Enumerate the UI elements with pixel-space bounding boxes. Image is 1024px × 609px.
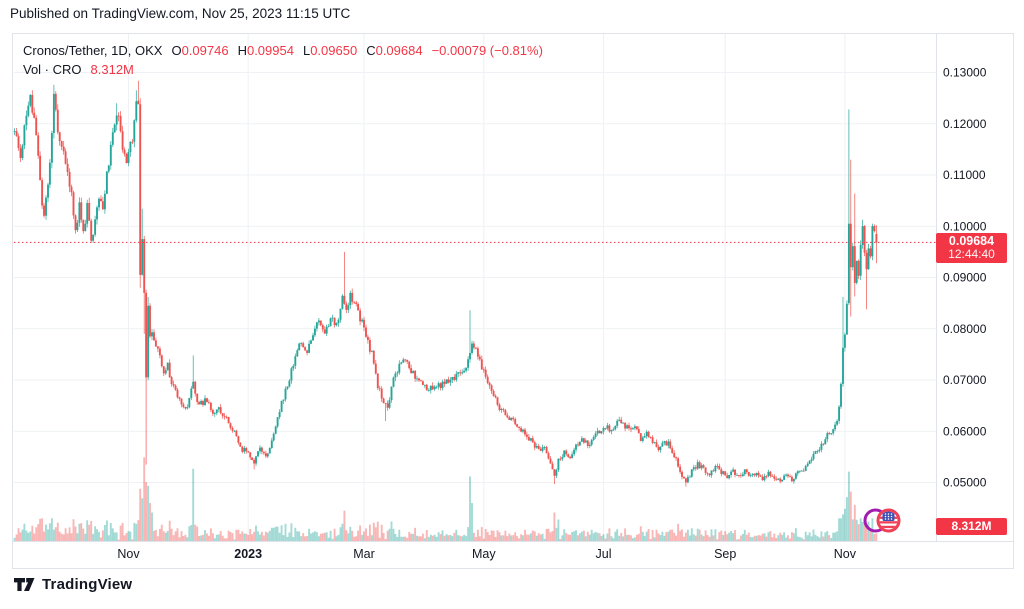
volume-label: Vol · CRO xyxy=(23,62,82,77)
svg-text:Nov: Nov xyxy=(834,547,857,561)
volume-value: 8.312M xyxy=(90,62,134,77)
symbol-title: Cronos/Tether, 1D, OKX xyxy=(23,43,163,58)
legend-volume-row: Vol · CRO 8.312M xyxy=(23,60,543,79)
volume-axis-badge: 8.312M xyxy=(936,518,1007,535)
ohlc-open: O0.09746 xyxy=(171,43,229,58)
candlestick-chart-canvas[interactable]: 0.13000 0.12000 0.11000 0.10000 0.09000 0.080… xyxy=(13,34,1013,568)
svg-text:May: May xyxy=(472,547,496,561)
svg-text:Nov: Nov xyxy=(117,547,140,561)
svg-text:0.07000: 0.07000 xyxy=(943,373,987,387)
tradingview-logo-icon xyxy=(14,578,35,591)
svg-text:0.05000: 0.05000 xyxy=(943,476,987,490)
svg-text:Sep: Sep xyxy=(714,547,736,561)
chart-frame: 0.13000 0.12000 0.11000 0.10000 0.09000 0.080… xyxy=(12,33,1014,569)
bar-close-countdown: 12:44:40 xyxy=(948,247,995,261)
svg-text:Mar: Mar xyxy=(353,547,375,561)
published-caption: Published on TradingView.com, Nov 25, 20… xyxy=(10,6,351,21)
svg-text:Jul: Jul xyxy=(596,547,612,561)
svg-text:2023: 2023 xyxy=(234,547,262,561)
svg-text:0.09000: 0.09000 xyxy=(943,271,987,285)
ohlc-high: H0.09954 xyxy=(237,43,294,58)
svg-text:0.11000: 0.11000 xyxy=(943,168,986,182)
change-value: −0.00079 (−0.81%) xyxy=(431,43,543,58)
legend-ohlc-row: Cronos/Tether, 1D, OKX O0.09746 H0.09954 L0… xyxy=(23,41,543,60)
svg-text:0.06000: 0.06000 xyxy=(943,424,987,438)
us-flag-event-marker-icon xyxy=(862,505,906,536)
chart-legend: Cronos/Tether, 1D, OKX O0.09746 H0.09954 L0… xyxy=(23,41,543,79)
svg-text:0.08000: 0.08000 xyxy=(943,322,987,336)
svg-text:0.13000: 0.13000 xyxy=(943,66,987,80)
tradingview-footer-link[interactable]: TradingView xyxy=(14,576,132,593)
last-price-value: 0.09684 xyxy=(948,234,995,248)
tradingview-wordmark: TradingView xyxy=(42,576,133,593)
ohlc-close: C0.09684 xyxy=(366,43,423,58)
last-price-badge: 0.09684 12:44:40 xyxy=(936,233,1007,263)
ohlc-low: L0.09650 xyxy=(302,43,358,58)
svg-text:0.12000: 0.12000 xyxy=(943,117,987,131)
svg-text:0.10000: 0.10000 xyxy=(943,219,987,233)
